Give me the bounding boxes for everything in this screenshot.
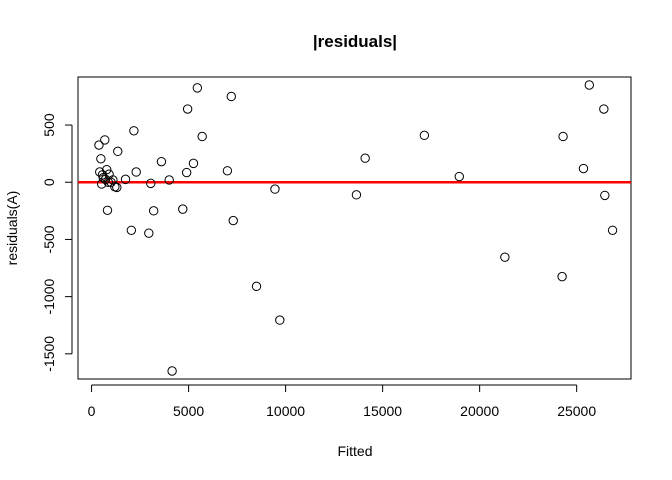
data-point xyxy=(120,174,131,185)
data-point xyxy=(129,126,139,136)
x-tick-label: 15000 xyxy=(363,403,402,419)
data-point xyxy=(578,163,589,174)
data-point xyxy=(181,167,192,178)
x-axis-label: Fitted xyxy=(337,443,372,459)
data-point xyxy=(558,131,568,142)
data-point xyxy=(270,184,280,194)
data-point xyxy=(275,315,285,325)
data-point xyxy=(197,131,207,142)
data-point xyxy=(113,146,123,157)
data-point xyxy=(351,190,362,200)
x-tick-label: 5000 xyxy=(173,403,204,419)
data-point xyxy=(188,158,199,169)
x-tick-label: 25000 xyxy=(557,403,596,419)
data-point xyxy=(126,225,137,235)
x-tick-label: 10000 xyxy=(266,403,305,419)
data-point xyxy=(178,204,188,214)
data-point xyxy=(607,225,618,235)
y-tick-label: 500 xyxy=(41,113,57,137)
data-point xyxy=(167,366,177,376)
data-point xyxy=(360,153,370,163)
data-point xyxy=(102,164,112,175)
data-point xyxy=(131,167,141,177)
data-point xyxy=(102,205,113,215)
x-axis: 0 5000 10000 15000 20000 25000 xyxy=(88,384,596,419)
data-point xyxy=(148,206,159,216)
data-point xyxy=(100,174,111,185)
data-point xyxy=(100,135,110,145)
chart-title: |residuals| xyxy=(313,32,397,51)
data-point xyxy=(228,215,238,226)
data-point xyxy=(419,130,430,141)
data-point xyxy=(164,175,174,185)
y-tick-label: -1000 xyxy=(41,279,57,315)
x-tick-label: 0 xyxy=(88,403,96,419)
data-point xyxy=(108,175,118,185)
data-point xyxy=(96,154,106,164)
y-tick-label: 0 xyxy=(41,178,57,186)
data-point xyxy=(500,252,510,262)
data-point xyxy=(94,140,104,150)
data-point xyxy=(599,104,609,114)
data-point xyxy=(146,178,156,189)
data-point xyxy=(112,182,122,193)
x-tick-label: 20000 xyxy=(460,403,499,419)
y-tick-label: -1500 xyxy=(41,336,57,372)
data-point xyxy=(192,83,203,93)
y-tick-label: -500 xyxy=(41,225,57,253)
data-points xyxy=(94,80,618,376)
data-point xyxy=(182,104,193,114)
data-point xyxy=(251,281,262,292)
plot-frame xyxy=(77,76,632,380)
data-point xyxy=(144,228,154,238)
data-point xyxy=(584,80,594,90)
y-axis-label: residuals(A) xyxy=(4,191,20,266)
data-point xyxy=(557,271,567,282)
data-point xyxy=(156,156,167,167)
data-point xyxy=(222,166,233,176)
y-axis: -1500 -1000 -500 0 500 xyxy=(41,113,73,372)
data-point xyxy=(95,167,105,177)
data-point xyxy=(454,171,464,182)
data-point xyxy=(600,190,610,201)
data-point xyxy=(226,91,236,102)
